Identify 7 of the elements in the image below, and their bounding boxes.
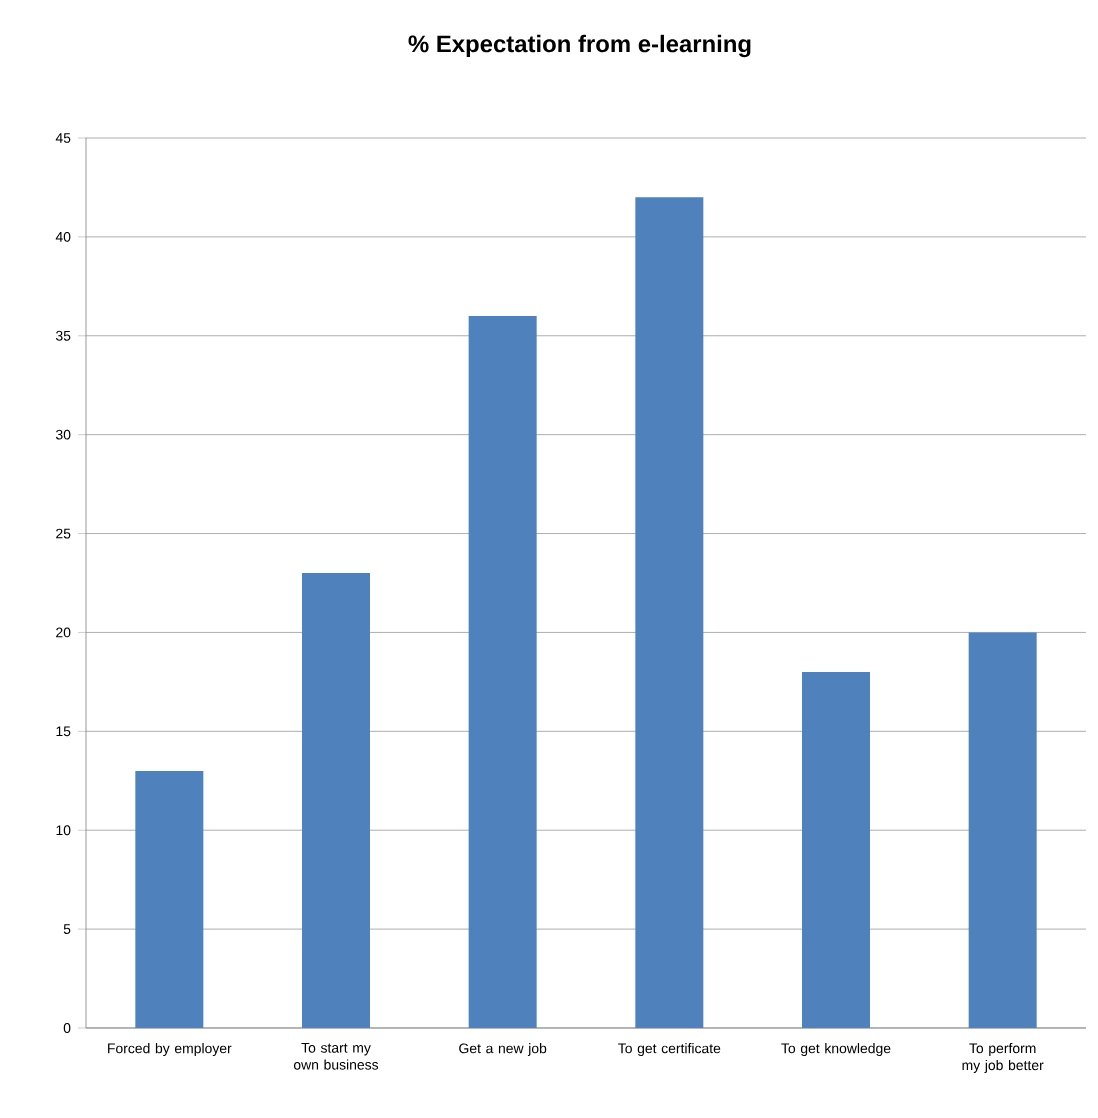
chart-title: % Expectation from e-learning [408,34,751,58]
bar [968,632,1037,1028]
bar [802,671,870,1028]
bar [635,197,704,1028]
bar [468,315,537,1028]
bar [135,770,204,1028]
bar [302,573,370,1028]
